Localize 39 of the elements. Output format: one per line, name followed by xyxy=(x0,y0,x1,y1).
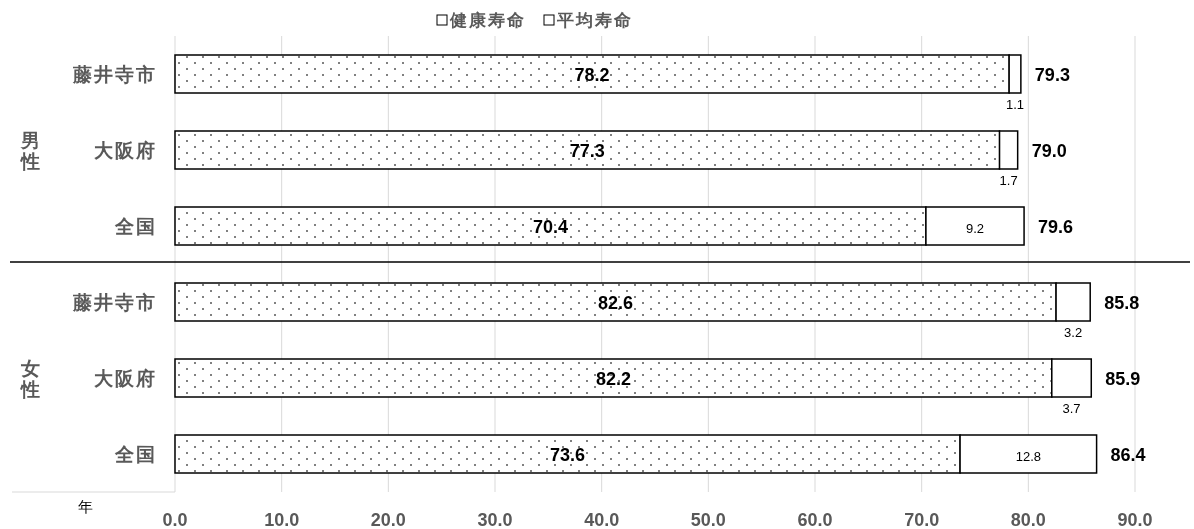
x-tick-label: 0.0 xyxy=(162,510,188,529)
data-label: 1.7 xyxy=(999,173,1018,188)
y-axis-title: 男性 xyxy=(19,130,40,172)
data-label: 3.7 xyxy=(1062,401,1081,416)
legend-label: 平均寿命 xyxy=(556,11,633,30)
data-label: 82.2 xyxy=(595,369,631,389)
data-label: 78.2 xyxy=(574,65,610,85)
y-tick-label: 全国 xyxy=(114,444,157,465)
y-tick-label: 大阪府 xyxy=(94,368,157,389)
total-label: 79.3 xyxy=(1034,65,1070,85)
x-tick-label: 30.0 xyxy=(477,510,513,529)
y-tick-label: 藤井寺市 xyxy=(72,292,157,313)
total-label: 79.0 xyxy=(1031,141,1067,161)
y-tick-label: 全国 xyxy=(114,216,157,237)
x-tick-label: 40.0 xyxy=(584,510,620,529)
data-label: 3.2 xyxy=(1064,325,1083,340)
data-label: 12.8 xyxy=(1015,449,1041,464)
x-axis-title: 年 xyxy=(77,498,93,515)
x-tick-label: 70.0 xyxy=(904,510,940,529)
total-label: 86.4 xyxy=(1110,445,1146,465)
data-label: 77.3 xyxy=(569,141,605,161)
data-label: 1.1 xyxy=(1005,97,1025,112)
y-axis-title: 女性 xyxy=(19,358,40,400)
total-label: 85.8 xyxy=(1104,293,1140,313)
y-tick-label: 藤井寺市 xyxy=(72,64,157,85)
y-tick-label: 大阪府 xyxy=(94,140,157,161)
total-label: 85.9 xyxy=(1105,369,1141,389)
legend-label: 健康寿命 xyxy=(449,11,526,30)
x-tick-label: 90.0 xyxy=(1117,510,1153,529)
data-label: 82.6 xyxy=(598,293,634,313)
x-tick-label: 80.0 xyxy=(1010,510,1046,529)
x-tick-label: 20.0 xyxy=(370,510,406,529)
data-label: 73.6 xyxy=(550,445,586,465)
x-tick-label: 50.0 xyxy=(690,510,726,529)
total-label: 79.6 xyxy=(1038,217,1074,237)
x-tick-label: 60.0 xyxy=(797,510,833,529)
data-label: 9.2 xyxy=(965,221,985,236)
x-tick-label: 10.0 xyxy=(264,510,300,529)
data-label: 70.4 xyxy=(532,217,568,237)
